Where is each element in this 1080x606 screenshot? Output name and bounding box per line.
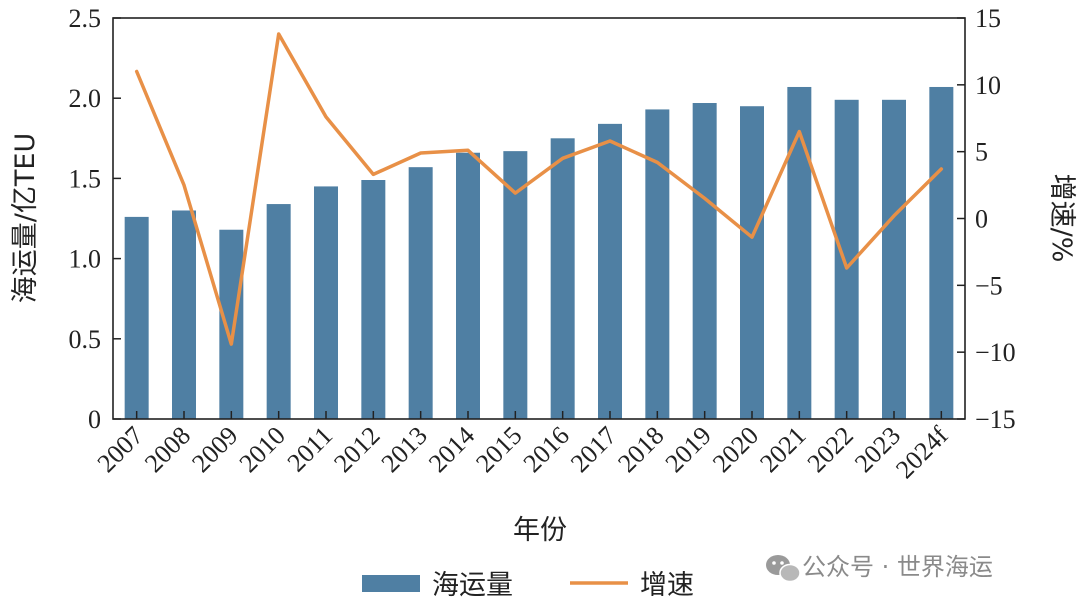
bars-group: [124, 86, 954, 420]
y-axis-title: 海运量/亿TEU: [10, 133, 41, 303]
bar-2010: [266, 204, 291, 419]
legend-label-bar: 海运量: [432, 570, 513, 601]
x-tick-label: 2009: [186, 421, 243, 478]
bar-2020: [740, 106, 764, 419]
bar-2019: [692, 103, 717, 420]
y-axis-left: 0 0.5 1.0 1.5 2.0 2.5: [69, 4, 121, 434]
y2-axis-title: 增速/%: [1046, 174, 1077, 263]
y2-tick-label: −10: [975, 338, 1016, 367]
bar-2013: [408, 167, 433, 419]
x-tick-label: 2022: [802, 421, 859, 478]
x-axis: 2007200820092010201120122013201420152016…: [92, 411, 954, 484]
watermark: 公众号 · 世界海运: [766, 553, 993, 583]
y2-tick-label: −5: [975, 271, 1003, 300]
y-tick-label: 1.0: [69, 245, 102, 274]
bar-2012: [361, 180, 386, 419]
bar-2024f: [929, 86, 954, 420]
x-tick-label: 2024f: [890, 421, 954, 485]
bar-2008: [172, 210, 196, 419]
y2-tick-label: 5: [975, 138, 988, 167]
y-tick-label: 2.5: [69, 4, 102, 33]
y-tick-label: 0: [88, 405, 101, 434]
x-tick-label: 2013: [376, 421, 433, 478]
bar-2015: [503, 151, 528, 419]
x-tick-label: 2010: [234, 421, 291, 478]
x-tick-label: 2015: [470, 421, 527, 478]
y-tick-label: 1.5: [69, 164, 102, 193]
legend-label-line: 增速: [640, 570, 694, 601]
y2-tick-label: 15: [975, 4, 1001, 33]
x-tick-label: 2018: [612, 421, 669, 478]
bar-2016: [550, 138, 575, 420]
x-tick-label: 2008: [139, 421, 196, 478]
y2-tick-label: 10: [975, 71, 1001, 100]
x-tick-label: 2016: [518, 421, 575, 478]
bar-2018: [645, 109, 670, 419]
bar-2021: [787, 86, 812, 420]
bar-2011: [314, 186, 338, 419]
growth-line: [134, 32, 944, 346]
y-axis-right: −15 −10 −5 0 5 10 15: [957, 4, 1016, 434]
watermark-text: 公众号 · 世界海运: [802, 553, 993, 581]
legend-swatch-bar: [362, 575, 420, 592]
x-tick-label: 2019: [660, 421, 717, 478]
bar-2007: [124, 216, 149, 419]
y2-tick-label: −15: [975, 405, 1016, 434]
x-tick-label: 2014: [423, 421, 480, 478]
x-axis-title: 年份: [513, 515, 567, 546]
y-tick-label: 0.5: [69, 325, 102, 354]
bar-2023: [882, 99, 906, 419]
x-tick-label: 2011: [282, 421, 339, 478]
y2-tick-label: 0: [975, 205, 988, 234]
x-tick-label: 2017: [565, 421, 622, 478]
x-tick-label: 2020: [707, 421, 764, 478]
legend: 海运量 增速: [362, 570, 694, 601]
x-tick-label: 2021: [754, 421, 811, 478]
x-tick-label: 2012: [328, 421, 385, 478]
bar-2014: [456, 152, 480, 419]
bar-2017: [598, 123, 622, 419]
y-tick-label: 2.0: [69, 84, 102, 113]
bar-2009: [219, 229, 244, 419]
wechat-icon: [766, 555, 801, 583]
